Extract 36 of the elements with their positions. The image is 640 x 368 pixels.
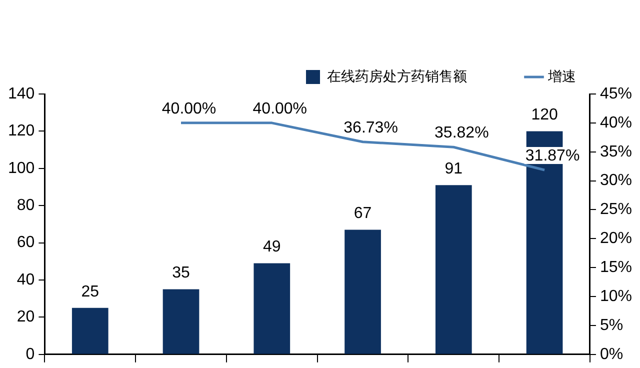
y-tick-label: 100 (8, 160, 35, 177)
data-label: 67 (354, 205, 372, 222)
legend-label: 增速 (547, 68, 576, 84)
y2-tick-label: 35% (600, 143, 632, 160)
y2-tick-label: 40% (600, 114, 632, 132)
data-label: 120 (531, 106, 558, 124)
data-label: 31.87% (525, 147, 580, 164)
data-label: 91 (444, 160, 463, 178)
bar (344, 230, 381, 354)
y2-tick-label: 20% (600, 230, 632, 248)
bar (162, 289, 200, 354)
y2-tick-label: 0% (600, 346, 624, 363)
bar (435, 185, 472, 354)
data-label: 25 (81, 283, 100, 300)
y2-tick-label: 5% (600, 316, 624, 334)
y-tick-label: 20 (16, 308, 35, 326)
legend-label: 在线药房处方药销售额 (327, 68, 467, 84)
y2-tick-label: 10% (600, 288, 632, 305)
y-tick-label: 0 (26, 346, 35, 363)
data-label: 36.73% (344, 119, 398, 136)
data-label: 40.00% (252, 100, 308, 118)
y2-tick-label: 45% (600, 85, 632, 102)
bar (72, 308, 108, 354)
y-tick-label: 120 (8, 122, 35, 140)
y-tick-label: 60 (16, 234, 35, 252)
y2-tick-label: 15% (600, 259, 632, 276)
data-label: 49 (262, 238, 281, 256)
y2-tick-label: 25% (600, 201, 632, 218)
y2-tick-label: 30% (600, 172, 632, 190)
data-label: 35 (172, 264, 190, 282)
data-label: 40.00% (162, 100, 216, 118)
y-tick-label: 140 (8, 85, 35, 102)
y-tick-label: 40 (16, 271, 35, 288)
bar (254, 263, 290, 354)
y-tick-label: 80 (16, 197, 35, 214)
data-label: 35.82% (434, 124, 489, 142)
